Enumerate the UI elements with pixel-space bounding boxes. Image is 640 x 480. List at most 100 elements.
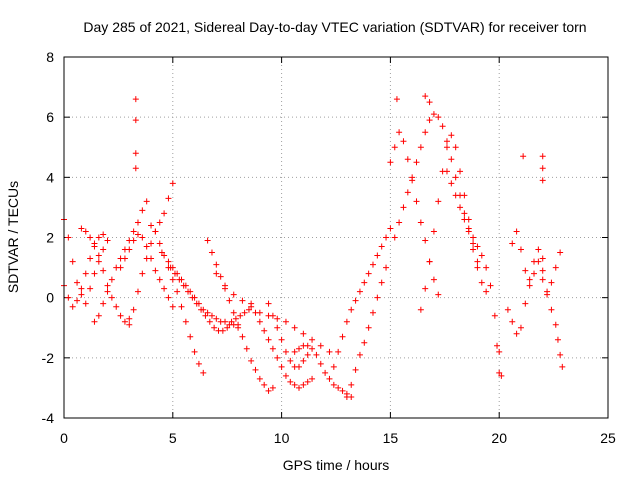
data-point <box>265 387 272 394</box>
data-point <box>361 279 368 286</box>
data-point <box>269 345 276 352</box>
x-tick-label: 15 <box>383 430 399 446</box>
data-point <box>239 333 246 340</box>
data-point <box>291 348 298 355</box>
data-point <box>317 342 324 349</box>
data-point <box>496 348 503 355</box>
data-point <box>422 129 429 136</box>
x-tick-label: 20 <box>491 430 507 446</box>
data-point <box>378 279 385 286</box>
data-points <box>61 93 566 400</box>
data-point <box>78 291 85 298</box>
data-point <box>152 267 159 274</box>
data-point <box>470 234 477 241</box>
y-axis-label: SDTVAR / TECUs <box>5 181 21 293</box>
data-point <box>365 324 372 331</box>
data-point <box>539 165 546 172</box>
data-point <box>478 279 485 286</box>
data-point <box>87 234 94 241</box>
data-point <box>139 270 146 277</box>
data-point <box>191 348 198 355</box>
data-point <box>539 153 546 160</box>
data-point <box>522 267 529 274</box>
data-point <box>552 321 559 328</box>
data-point <box>222 318 229 325</box>
data-point <box>557 249 564 256</box>
data-point <box>208 249 215 256</box>
data-point <box>126 246 133 253</box>
data-point <box>296 345 303 352</box>
data-point <box>383 234 390 241</box>
data-point <box>235 321 242 328</box>
data-point <box>378 243 385 250</box>
data-point <box>178 303 185 310</box>
data-point <box>274 354 281 361</box>
data-point <box>130 237 137 244</box>
data-point <box>248 300 255 307</box>
data-point <box>169 276 176 283</box>
data-point <box>91 318 98 325</box>
data-point <box>198 306 205 313</box>
data-point <box>391 144 398 151</box>
data-point <box>139 207 146 214</box>
data-point <box>474 243 481 250</box>
data-point <box>352 297 359 304</box>
data-point <box>161 252 168 259</box>
data-point <box>274 315 281 322</box>
data-point <box>252 366 259 373</box>
data-point <box>121 255 128 262</box>
x-tick-labels: 0 5 10 15 20 25 <box>60 430 616 446</box>
data-point <box>483 264 490 271</box>
data-point <box>278 336 285 343</box>
data-point <box>448 156 455 163</box>
data-point <box>232 315 239 322</box>
data-point <box>335 384 342 391</box>
data-point <box>330 381 337 388</box>
data-point <box>224 324 231 331</box>
data-point <box>143 255 150 262</box>
data-point <box>426 99 433 106</box>
data-point <box>548 306 555 313</box>
data-point <box>65 294 72 301</box>
data-point <box>78 285 85 292</box>
data-point <box>143 243 150 250</box>
data-point <box>228 318 235 325</box>
data-point <box>361 339 368 346</box>
data-point <box>443 138 450 145</box>
data-point <box>291 324 298 331</box>
data-point <box>396 219 403 226</box>
data-point <box>108 276 115 283</box>
data-point <box>113 303 120 310</box>
data-point <box>95 234 102 241</box>
data-point <box>91 240 98 247</box>
data-point <box>230 291 237 298</box>
data-point <box>369 309 376 316</box>
data-point <box>176 276 183 283</box>
data-point <box>100 267 107 274</box>
x-tick-label: 25 <box>600 430 616 446</box>
data-point <box>504 306 511 313</box>
data-point <box>304 378 311 385</box>
data-point <box>559 363 566 370</box>
data-point <box>230 309 237 316</box>
data-point <box>87 285 94 292</box>
data-point <box>185 288 192 295</box>
data-point <box>213 261 220 268</box>
data-point <box>457 204 464 211</box>
data-point <box>291 381 298 388</box>
data-point <box>243 345 250 352</box>
data-point <box>152 228 159 235</box>
data-point <box>165 294 172 301</box>
data-point <box>404 156 411 163</box>
data-point <box>217 273 224 280</box>
data-point <box>100 246 107 253</box>
data-point <box>409 174 416 181</box>
data-point <box>417 306 424 313</box>
data-point <box>187 333 194 340</box>
y-tick-label: 2 <box>46 230 54 246</box>
data-point <box>300 381 307 388</box>
data-point <box>304 351 311 358</box>
data-point <box>82 228 89 235</box>
data-point <box>474 258 481 265</box>
y-tick-label: 0 <box>46 290 54 306</box>
